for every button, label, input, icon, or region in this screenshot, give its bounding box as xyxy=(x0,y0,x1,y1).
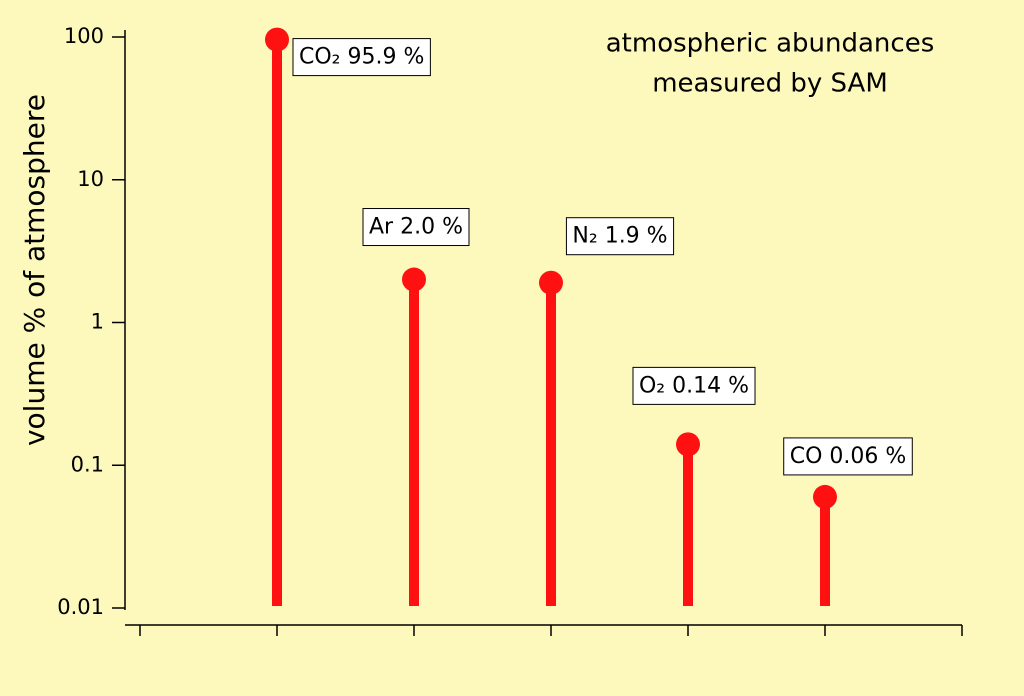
y-tick-label: 0.1 xyxy=(71,452,104,476)
y-tick-label: 100 xyxy=(64,24,104,48)
value-label: N₂ 1.9 % xyxy=(572,224,667,249)
label-box xyxy=(565,217,675,256)
dot xyxy=(813,484,837,509)
value-label: CO 0.06 % xyxy=(790,444,907,469)
chart-title-line: measured by SAM xyxy=(652,69,888,99)
y-tick-label: 10 xyxy=(77,167,104,191)
dot xyxy=(402,267,426,292)
y-tick-label: 1 xyxy=(91,310,104,334)
label-box xyxy=(362,208,470,247)
label-box xyxy=(292,38,431,77)
y-axis-label: volume % of atmosphere xyxy=(18,94,51,446)
value-label: CO₂ 95.9 % xyxy=(299,45,424,70)
chart-title-line: atmospheric abundances xyxy=(606,29,935,59)
dot xyxy=(539,270,563,295)
label-box xyxy=(632,366,756,405)
y-tick-label: 0.01 xyxy=(57,595,104,619)
value-label: Ar 2.0 % xyxy=(369,215,463,240)
value-label: O₂ 0.14 % xyxy=(639,373,749,398)
dot xyxy=(265,27,289,52)
label-box xyxy=(783,437,913,476)
dot xyxy=(676,432,700,457)
